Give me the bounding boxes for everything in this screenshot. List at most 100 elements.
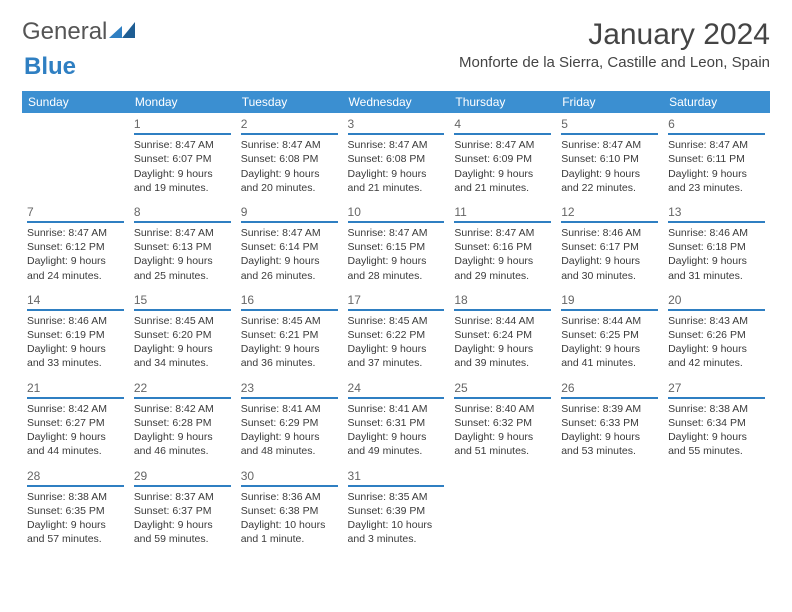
calendar-cell: 12Sunrise: 8:46 AMSunset: 6:17 PMDayligh… (556, 201, 663, 289)
day-number: 31 (348, 468, 445, 487)
daylight-text: Daylight: 9 hours and 31 minutes. (668, 254, 765, 282)
sunrise-text: Sunrise: 8:42 AM (27, 402, 124, 416)
daylight-text: Daylight: 10 hours and 3 minutes. (348, 518, 445, 546)
day-number: 8 (134, 204, 231, 223)
day-header: Thursday (449, 91, 556, 113)
calendar-row: 21Sunrise: 8:42 AMSunset: 6:27 PMDayligh… (22, 377, 770, 465)
daylight-text: Daylight: 9 hours and 59 minutes. (134, 518, 231, 546)
daylight-text: Daylight: 9 hours and 21 minutes. (454, 167, 551, 195)
day-number: 9 (241, 204, 338, 223)
calendar-cell: 11Sunrise: 8:47 AMSunset: 6:16 PMDayligh… (449, 201, 556, 289)
sunrise-text: Sunrise: 8:41 AM (241, 402, 338, 416)
day-number: 30 (241, 468, 338, 487)
calendar-cell: 7Sunrise: 8:47 AMSunset: 6:12 PMDaylight… (22, 201, 129, 289)
day-number: 10 (348, 204, 445, 223)
sunset-text: Sunset: 6:32 PM (454, 416, 551, 430)
day-number: 5 (561, 116, 658, 135)
sunrise-text: Sunrise: 8:45 AM (134, 314, 231, 328)
sunrise-text: Sunrise: 8:38 AM (668, 402, 765, 416)
calendar-cell: 16Sunrise: 8:45 AMSunset: 6:21 PMDayligh… (236, 289, 343, 377)
day-number: 3 (348, 116, 445, 135)
day-header: Tuesday (236, 91, 343, 113)
sunrise-text: Sunrise: 8:44 AM (454, 314, 551, 328)
sunrise-text: Sunrise: 8:47 AM (668, 138, 765, 152)
calendar-cell (22, 113, 129, 201)
calendar-cell: 4 Sunrise: 8:47 AMSunset: 6:09 PMDaylight… (449, 113, 556, 201)
calendar-body: 1Sunrise: 8:47 AMSunset: 6:07 PMDaylight… (22, 113, 770, 552)
sunset-text: Sunset: 6:11 PM (668, 152, 765, 166)
calendar-cell: 18Sunrise: 8:44 AMSunset: 6:24 PMDayligh… (449, 289, 556, 377)
sunset-text: Sunset: 6:17 PM (561, 240, 658, 254)
sunrise-text: Sunrise: 8:37 AM (134, 490, 231, 504)
calendar-row: 1Sunrise: 8:47 AMSunset: 6:07 PMDaylight… (22, 113, 770, 201)
sunrise-text: Sunrise: 8:45 AM (348, 314, 445, 328)
daylight-text: Daylight: 9 hours and 49 minutes. (348, 430, 445, 458)
calendar-cell: 27Sunrise: 8:38 AMSunset: 6:34 PMDayligh… (663, 377, 770, 465)
daylight-text: Daylight: 10 hours and 1 minute. (241, 518, 338, 546)
day-number: 26 (561, 380, 658, 399)
sunrise-text: Sunrise: 8:47 AM (454, 226, 551, 240)
day-number: 28 (27, 468, 124, 487)
calendar-cell: 28Sunrise: 8:38 AMSunset: 6:35 PMDayligh… (22, 465, 129, 553)
sunrise-text: Sunrise: 8:40 AM (454, 402, 551, 416)
calendar-row: 14Sunrise: 8:46 AMSunset: 6:19 PMDayligh… (22, 289, 770, 377)
sunset-text: Sunset: 6:21 PM (241, 328, 338, 342)
day-number: 11 (454, 204, 551, 223)
day-number: 17 (348, 292, 445, 311)
daylight-text: Daylight: 9 hours and 57 minutes. (27, 518, 124, 546)
sunrise-text: Sunrise: 8:46 AM (668, 226, 765, 240)
daylight-text: Daylight: 9 hours and 30 minutes. (561, 254, 658, 282)
daylight-text: Daylight: 9 hours and 41 minutes. (561, 342, 658, 370)
calendar-row: 7 Sunrise: 8:47 AM Sunset: 6:12 PM Daylight… (22, 201, 770, 289)
calendar-cell: 8Sunrise: 8:47 AMSunset: 6:13 PMDaylight… (129, 201, 236, 289)
location-text: Monforte de la Sierra, Castille and Leon… (459, 54, 770, 71)
day-number: 13 (668, 204, 765, 223)
day-number: 6 (668, 116, 765, 135)
calendar-cell: 29Sunrise: 8:37 AMSunset: 6:37 PMDayligh… (129, 465, 236, 553)
sunset-text: Sunset: 6:24 PM (454, 328, 551, 342)
sunrise-text: Sunrise: 8:44 AM (561, 314, 658, 328)
calendar-cell: 1Sunrise: 8:47 AMSunset: 6:07 PMDaylight… (129, 113, 236, 201)
sunset-text: Sunset: 6:12 PM (27, 240, 124, 254)
sunrise-text: Sunrise: 8:45 AM (241, 314, 338, 328)
daylight-text: Daylight: 9 hours and 33 minutes. (27, 342, 124, 370)
sunset-text: Sunset: 6:19 PM (27, 328, 124, 342)
day-header: Saturday (663, 91, 770, 113)
sunset-text: Sunset: 6:28 PM (134, 416, 231, 430)
daylight-text: Daylight: 9 hours and 25 minutes. (134, 254, 231, 282)
calendar-cell: 9Sunrise: 8:47 AMSunset: 6:14 PMDaylight… (236, 201, 343, 289)
sunrise-text: Sunrise: 8:47 AM (241, 138, 338, 152)
sunrise-text: Sunrise: 8:47 AM (561, 138, 658, 152)
day-number: 25 (454, 380, 551, 399)
calendar-cell: 17Sunrise: 8:45 AMSunset: 6:22 PMDayligh… (343, 289, 450, 377)
sunset-text: Sunset: 6:13 PM (134, 240, 231, 254)
daylight-text: Daylight: 9 hours and 21 minutes. (348, 167, 445, 195)
calendar-cell: 24Sunrise: 8:41 AMSunset: 6:31 PMDayligh… (343, 377, 450, 465)
calendar-cell (556, 465, 663, 553)
sunset-text: Sunset: 6:09 PM (454, 152, 551, 166)
daylight-text: Daylight: 9 hours and 46 minutes. (134, 430, 231, 458)
daylight-text: Daylight: 9 hours and 20 minutes. (241, 167, 338, 195)
daylight-text: Daylight: 9 hours and 48 minutes. (241, 430, 338, 458)
flag-icon (109, 20, 135, 45)
day-header: Friday (556, 91, 663, 113)
sunset-text: Sunset: 6:10 PM (561, 152, 658, 166)
daylight-text: Daylight: 9 hours and 44 minutes. (27, 430, 124, 458)
day-number: 7 (27, 204, 124, 223)
sunset-text: Sunset: 6:31 PM (348, 416, 445, 430)
sunrise-text: Sunrise: 8:38 AM (27, 490, 124, 504)
daylight-text: Daylight: 9 hours and 53 minutes. (561, 430, 658, 458)
daylight-text: Daylight: 9 hours and 34 minutes. (134, 342, 231, 370)
day-number: 16 (241, 292, 338, 311)
calendar-cell: 20Sunrise: 8:43 AMSunset: 6:26 PMDayligh… (663, 289, 770, 377)
calendar-cell: 14Sunrise: 8:46 AMSunset: 6:19 PMDayligh… (22, 289, 129, 377)
calendar-cell: 25Sunrise: 8:40 AMSunset: 6:32 PMDayligh… (449, 377, 556, 465)
sunset-text: Sunset: 6:08 PM (348, 152, 445, 166)
calendar-cell: 30Sunrise: 8:36 AMSunset: 6:38 PMDayligh… (236, 465, 343, 553)
sunset-text: Sunset: 6:27 PM (27, 416, 124, 430)
calendar-cell (663, 465, 770, 553)
sunrise-text: Sunrise: 8:47 AM (454, 138, 551, 152)
sunrise-text: Sunrise: 8:46 AM (27, 314, 124, 328)
calendar-cell: 2Sunrise: 8:47 AMSunset: 6:08 PMDaylight… (236, 113, 343, 201)
day-number: 4 (454, 116, 551, 135)
